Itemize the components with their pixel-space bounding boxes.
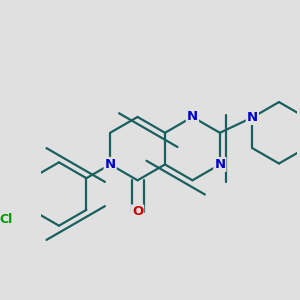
Text: Cl: Cl — [0, 213, 13, 226]
Text: N: N — [247, 111, 258, 124]
Text: N: N — [105, 158, 116, 171]
Text: O: O — [132, 206, 143, 218]
Text: N: N — [187, 110, 198, 123]
Text: N: N — [214, 158, 225, 171]
